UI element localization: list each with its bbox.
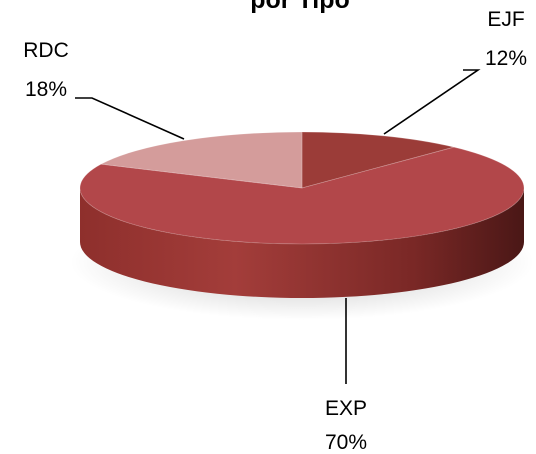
leader-line-rdc — [75, 97, 185, 140]
leader-line-ejf — [383, 69, 481, 135]
slice-percent-exp: 70% — [325, 431, 367, 454]
slice-label-ejf: EJF — [487, 8, 524, 31]
chart-title: por Tipo — [250, 0, 350, 14]
slice-percent-ejf: 12% — [485, 47, 527, 70]
slice-percent-rdc: 18% — [25, 78, 67, 101]
pie-slice-ejf — [301, 131, 455, 189]
pie-slice-rdc — [99, 131, 303, 189]
slice-label-exp: EXP — [325, 397, 367, 420]
pie-slice-exp — [79, 146, 525, 245]
slice-label-rdc: RDC — [23, 39, 69, 62]
pie-side-wall — [80, 188, 524, 298]
